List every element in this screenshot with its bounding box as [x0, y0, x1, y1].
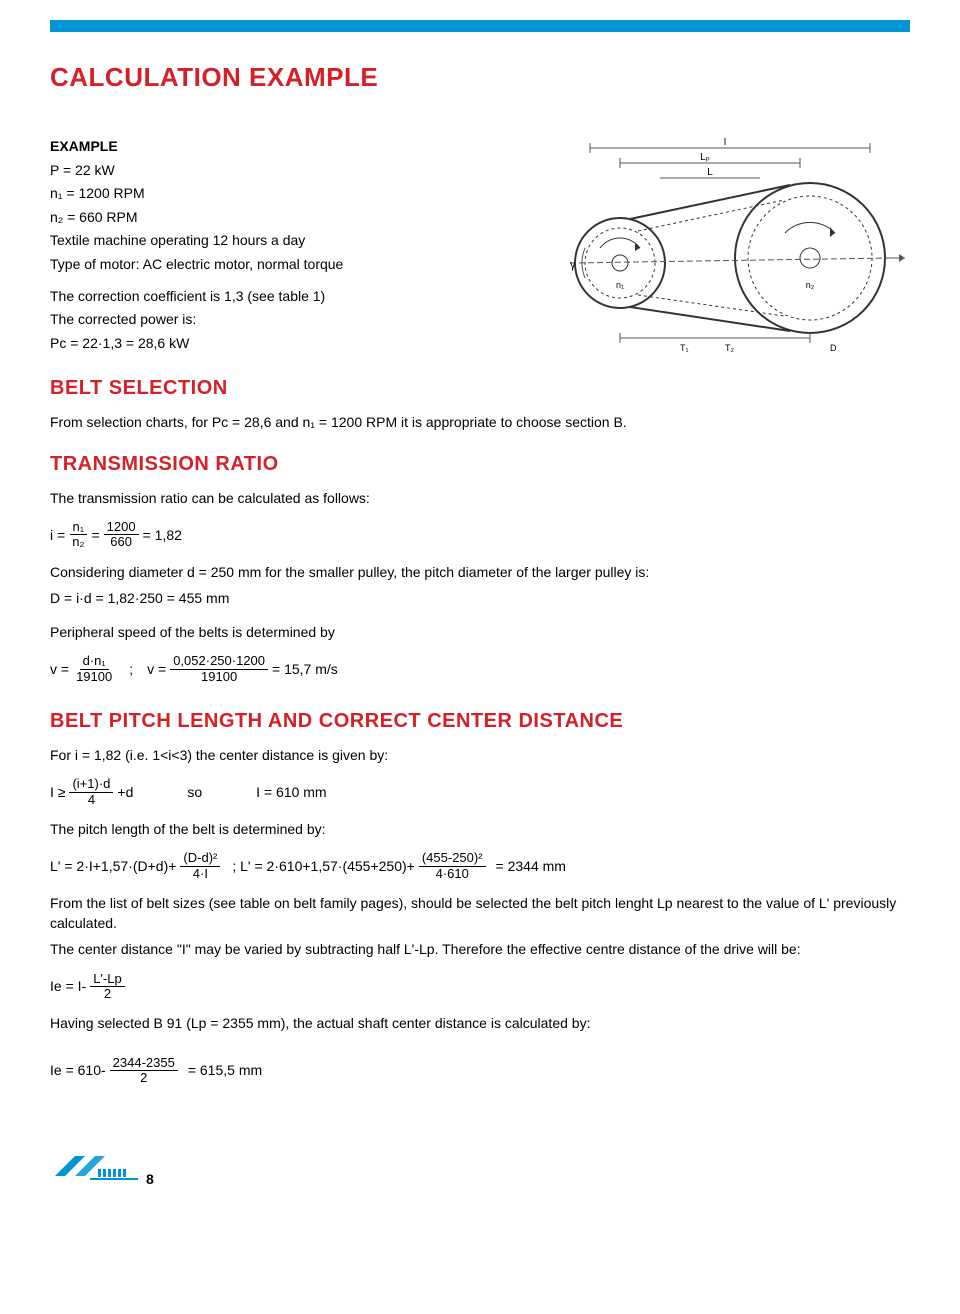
v-frac1: d·n₁ 19100	[73, 654, 115, 684]
v-frac2: 0,052·250·1200 19100	[170, 654, 268, 684]
from-list-text: From the list of belt sizes (see table o…	[50, 893, 910, 934]
I-plus: +d	[117, 784, 133, 800]
page-number: 8	[146, 1171, 154, 1187]
Ie-formula: Ie = I- L'-Lp 2	[50, 972, 125, 1002]
I-so: so	[187, 784, 202, 800]
I-ge: I ≥	[50, 784, 65, 800]
page-container: CALCULATION EXAMPLE EXAMPLE P = 22 kW n₁…	[0, 20, 960, 1221]
L2-pre: L' = 2·610+1,57·(455+250)+	[240, 858, 415, 874]
Ie-frac: L'-Lp 2	[90, 972, 125, 1002]
L2-frac: (455-250)² 4·610	[419, 851, 486, 881]
svg-text:D: D	[830, 343, 837, 353]
transmission-intro: The transmission ratio can be calculated…	[50, 488, 910, 508]
I-result: I = 610 mm	[256, 784, 326, 800]
belt-selection-text: From selection charts, for Pc = 28,6 and…	[50, 412, 910, 432]
v-result: = 15,7 m/s	[272, 661, 338, 677]
svg-text:L: L	[707, 167, 713, 178]
example-n2: n₂ = 660 RPM	[50, 208, 520, 228]
Ie2-res: = 615,5 mm	[188, 1062, 262, 1078]
svg-text:Lₚ: Lₚ	[700, 152, 710, 163]
L1-frac: (D-d)² 4·I	[180, 851, 220, 881]
pitch-heading: BELT PITCH LENGTH AND CORRECT CENTER DIS…	[50, 710, 910, 733]
svg-text:n₂: n₂	[806, 280, 815, 290]
for-i-text: For i = 1,82 (i.e. 1<i<3) the center dis…	[50, 745, 910, 765]
considering-text: Considering diameter d = 250 mm for the …	[50, 562, 910, 582]
Ie2-formula: Ie = 610- 2344-2355 2 = 615,5 mm	[50, 1056, 262, 1086]
i-prefix: i =	[50, 527, 65, 543]
brand-logo-icon	[50, 1151, 140, 1181]
I-frac: (i+1)·d 4	[69, 777, 113, 807]
i-frac1: n₁ n₂	[69, 520, 87, 550]
i-formula: i = n₁ n₂ = 1200 660 = 1,82	[50, 520, 182, 550]
top-accent-bar	[50, 20, 910, 32]
L1-pre: L' = 2·I+1,57·(D+d)+	[50, 858, 176, 874]
belt-pulley-diagram: I Lₚ L n₁ n₂	[550, 133, 910, 353]
example-subtitle: EXAMPLE	[50, 137, 520, 157]
I-formula: I ≥ (i+1)·d 4 +d so I = 610 mm	[50, 777, 327, 807]
L1-formula: L' = 2·I+1,57·(D+d)+ (D-d)² 4·I ;	[50, 851, 236, 881]
belt-selection-heading: BELT SELECTION	[50, 377, 910, 400]
L2-formula: L' = 2·610+1,57·(455+250)+ (455-250)² 4·…	[240, 851, 566, 881]
pitch-intro: The pitch length of the belt is determin…	[50, 819, 910, 839]
page-title: CALCULATION EXAMPLE	[50, 62, 910, 93]
example-text-column: EXAMPLE P = 22 kW n₁ = 1200 RPM n₂ = 660…	[50, 133, 520, 357]
footer-logo-area: 8	[50, 1151, 910, 1181]
D-calc: D = i·d = 1,82·250 = 455 mm	[50, 588, 910, 608]
Ie2-pre: Ie = 610-	[50, 1062, 106, 1078]
v2-prefix: v =	[147, 661, 166, 677]
L2-res: = 2344 mm	[496, 858, 566, 874]
example-block: EXAMPLE P = 22 kW n₁ = 1200 RPM n₂ = 660…	[50, 133, 910, 357]
svg-text:γ: γ	[570, 259, 576, 271]
v-prefix: v =	[50, 661, 69, 677]
example-motor: Type of motor: AC electric motor, normal…	[50, 255, 520, 275]
peripheral-text: Peripheral speed of the belts is determi…	[50, 622, 910, 642]
center-vary-text: The center distance "I" may be varied by…	[50, 939, 910, 959]
Ie-pre: Ie = I-	[50, 978, 86, 994]
Ie2-frac: 2344-2355 2	[110, 1056, 178, 1086]
L1-semi: ;	[232, 858, 236, 874]
i-frac2: 1200 660	[104, 520, 139, 550]
transmission-ratio-heading: TRANSMISSION RATIO	[50, 453, 910, 476]
svg-text:n₁: n₁	[616, 280, 624, 290]
example-n1: n₁ = 1200 RPM	[50, 184, 520, 204]
example-power: P = 22 kW	[50, 161, 520, 181]
example-coeff: The correction coefficient is 1,3 (see t…	[50, 287, 520, 307]
eq1: =	[91, 527, 99, 543]
i-result: = 1,82	[143, 527, 182, 543]
pc-value: Pc = 22·1,3 = 28,6 kW	[50, 334, 520, 354]
svg-text:T₁: T₁	[680, 343, 689, 353]
corrected-intro: The corrected power is:	[50, 310, 520, 330]
svg-text:I: I	[724, 137, 727, 148]
v-semi: ;	[129, 661, 133, 677]
svg-text:T₂: T₂	[725, 343, 734, 353]
v-formula: v = d·n₁ 19100 ; v = 0,052·250·1200 1910…	[50, 654, 338, 684]
example-machine: Textile machine operating 12 hours a day	[50, 231, 520, 251]
having-text: Having selected B 91 (Lp = 2355 mm), the…	[50, 1013, 910, 1033]
